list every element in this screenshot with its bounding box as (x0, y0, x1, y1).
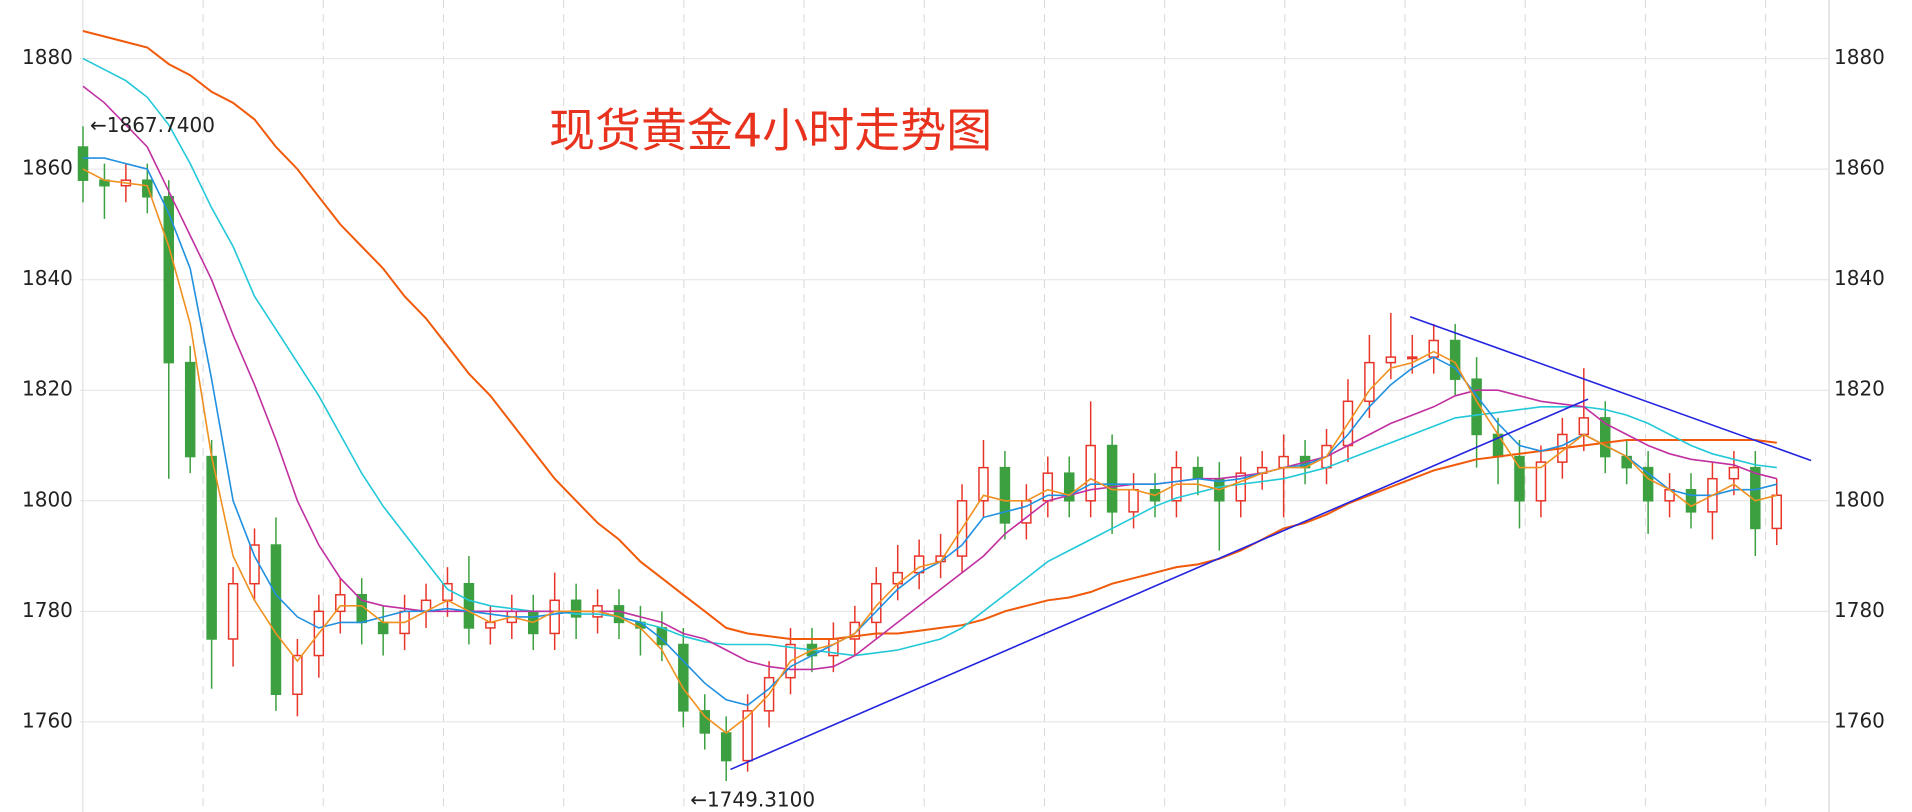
candle-body (1385, 356, 1397, 364)
candle-body (570, 599, 582, 618)
candle-body (206, 455, 217, 640)
chart-title: 现货黄金4小时走势图 (549, 104, 992, 158)
moving-averages (82, 30, 1777, 735)
y-tick-label-right: 1880 (1834, 45, 1885, 69)
candle-body (249, 544, 260, 585)
y-tick-label: 1780 (22, 598, 73, 622)
y-tick-label: 1820 (22, 377, 73, 401)
candle-body (1106, 444, 1118, 513)
y-tick-label: 1800 (22, 487, 73, 511)
candle-body (292, 654, 303, 696)
candle-body (377, 621, 389, 635)
candle-body (463, 582, 475, 629)
candle-body (1063, 472, 1075, 502)
candle-body (871, 582, 882, 624)
y-tick-label: 1760 (22, 708, 73, 732)
candle-body (163, 196, 175, 364)
candle-body (1599, 417, 1611, 458)
candle-body (1364, 361, 1375, 403)
y-tick-label: 1880 (22, 45, 73, 69)
y-tick-label-right: 1860 (1834, 156, 1885, 180)
candle-body (1407, 356, 1418, 360)
candle-body (678, 643, 689, 712)
candle-body (1642, 466, 1654, 502)
candle-body (142, 179, 153, 198)
candle-body (227, 582, 239, 640)
ma-line (82, 168, 1777, 735)
candle-body (1685, 488, 1697, 513)
candle-body (742, 710, 753, 762)
candle-body (1728, 466, 1740, 480)
candle-body (1771, 494, 1783, 530)
grid (80, 0, 1830, 812)
candle-body (1235, 472, 1247, 502)
candle-body (549, 599, 560, 635)
candle-body (77, 146, 89, 181)
candle-body (999, 466, 1011, 524)
y-tick-label-right: 1780 (1834, 598, 1885, 622)
ma-line (82, 57, 1777, 657)
y-tick-label: 1840 (22, 266, 73, 290)
candle-body (613, 605, 625, 624)
candle-body (335, 594, 346, 613)
y-tick-label-right: 1840 (1834, 266, 1885, 290)
annotation: ←1749.3100 (690, 787, 815, 811)
candle-body (1535, 461, 1547, 502)
candle-body (1514, 455, 1525, 502)
candle-body (849, 621, 861, 640)
ma-line (83, 157, 1777, 707)
candle-body (1192, 466, 1204, 480)
candle-body (978, 466, 989, 502)
annotation: ←1867.7400 (90, 113, 215, 137)
trend-line (1409, 315, 1812, 462)
y-tick-label-right: 1800 (1834, 487, 1885, 511)
candle-body (699, 710, 711, 734)
trend-line (730, 398, 1589, 771)
candle-body (1578, 417, 1590, 436)
candle-body (1428, 339, 1439, 358)
ma-line (82, 30, 1777, 640)
candle-body (720, 732, 732, 762)
candle-body (1128, 488, 1139, 513)
ma-line (82, 85, 1777, 671)
candle-body (270, 544, 282, 696)
y-tick-label-right: 1760 (1834, 708, 1885, 732)
y-tick-label-right: 1820 (1834, 377, 1885, 401)
y-tick-label: 1860 (22, 156, 73, 180)
candle-body (1085, 444, 1096, 502)
candle-body (184, 361, 196, 458)
